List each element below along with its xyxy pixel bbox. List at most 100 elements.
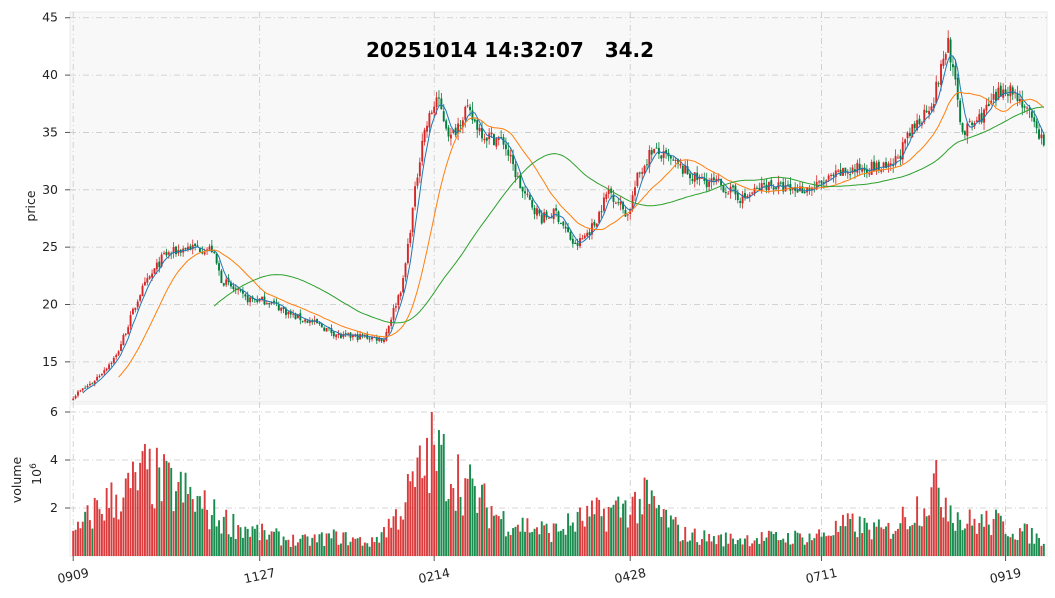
volume-bar <box>335 531 338 556</box>
candle-body <box>380 338 383 342</box>
candle-body <box>832 174 835 177</box>
volume-bar <box>148 448 151 556</box>
candle-body <box>84 387 87 389</box>
volume-bar <box>940 507 942 556</box>
candle-body <box>803 191 806 193</box>
candle-body <box>574 242 577 245</box>
volume-bar <box>77 521 79 556</box>
volume-bar <box>777 540 780 556</box>
volume-bar <box>856 537 859 556</box>
candle-body <box>392 308 395 320</box>
candle-body <box>414 186 417 207</box>
volume-bar <box>273 531 275 556</box>
candle-body <box>433 106 436 113</box>
volume-bar <box>636 523 639 556</box>
volume-bar <box>732 538 734 556</box>
candle-body <box>93 380 96 384</box>
volume-bar <box>442 433 445 556</box>
volume-bar <box>380 532 383 556</box>
volume-tick-label: 4 <box>50 452 58 467</box>
volume-bar <box>827 535 830 556</box>
volume-bar <box>172 511 175 556</box>
volume-bar <box>105 488 108 556</box>
price-axis-label: price <box>23 190 38 221</box>
volume-bar <box>691 532 694 556</box>
volume-bar <box>844 526 847 556</box>
candle-body <box>504 144 507 150</box>
candle-body <box>153 268 156 274</box>
volume-bar <box>885 526 887 556</box>
volume-bar <box>875 526 878 556</box>
candle-body <box>684 165 687 174</box>
candle-body <box>117 351 120 355</box>
candle-body <box>894 156 897 165</box>
volume-bar <box>146 469 149 556</box>
volume-bar <box>901 506 904 556</box>
volume-bar <box>672 519 675 556</box>
candle-body <box>411 207 414 233</box>
volume-bar <box>134 472 137 556</box>
volume-bar <box>863 517 866 556</box>
volume-bar <box>122 497 125 556</box>
candle-body <box>818 181 821 183</box>
volume-bar <box>755 538 758 556</box>
volume-bar <box>194 511 197 556</box>
volume-bar <box>160 501 163 556</box>
volume-bar <box>239 527 242 556</box>
volume-bar <box>648 503 651 556</box>
volume-bar <box>617 496 620 556</box>
volume-bar <box>179 471 182 556</box>
candle-body <box>940 63 942 85</box>
volume-bar <box>473 486 476 556</box>
volume-bar <box>634 491 636 556</box>
volume-bar <box>354 538 357 556</box>
candle-body <box>495 138 498 147</box>
candle-body <box>796 189 799 193</box>
price-panel-background <box>69 11 1048 403</box>
candle-body <box>712 177 715 181</box>
volume-bar <box>490 505 493 556</box>
volume-bar <box>397 529 400 556</box>
volume-bar <box>426 437 428 556</box>
volume-bar <box>1030 527 1033 556</box>
candle-body <box>435 97 438 107</box>
candle-body <box>555 208 558 211</box>
candle-body <box>124 333 127 335</box>
volume-bar <box>1018 528 1021 556</box>
volume-bar <box>937 487 940 556</box>
volume-bar <box>1040 545 1043 556</box>
candle-body <box>277 304 280 311</box>
candle-body <box>519 175 522 189</box>
candle-body <box>741 194 744 204</box>
candle-body <box>724 192 727 194</box>
candle-body <box>201 251 204 254</box>
candle-body <box>383 339 385 342</box>
volume-bar <box>949 505 952 556</box>
candle-body <box>727 193 730 195</box>
volume-bar <box>208 529 211 556</box>
candle-body <box>361 334 364 337</box>
candle-body <box>916 120 919 131</box>
volume-bar <box>899 523 902 556</box>
volume-bar <box>110 482 113 556</box>
candle-body <box>325 328 328 332</box>
volume-bar <box>454 510 457 556</box>
candle-body <box>1016 93 1019 102</box>
volume-bar <box>227 534 230 556</box>
candle-body <box>870 162 873 175</box>
volume-bar <box>383 527 385 556</box>
candle-body <box>978 114 981 123</box>
volume-bar <box>285 540 287 556</box>
volume-bar <box>954 530 957 556</box>
volume-bar <box>292 534 295 556</box>
candle-body <box>344 333 347 335</box>
volume-bar <box>182 502 185 556</box>
candle-body <box>882 162 885 168</box>
volume-tick-label: 6 <box>50 404 58 419</box>
candle-body <box>547 217 550 219</box>
candle-body <box>923 109 926 122</box>
volume-bar <box>547 532 550 556</box>
volume-bar <box>911 525 914 556</box>
candle-body <box>471 110 474 121</box>
candle-body <box>983 109 985 123</box>
